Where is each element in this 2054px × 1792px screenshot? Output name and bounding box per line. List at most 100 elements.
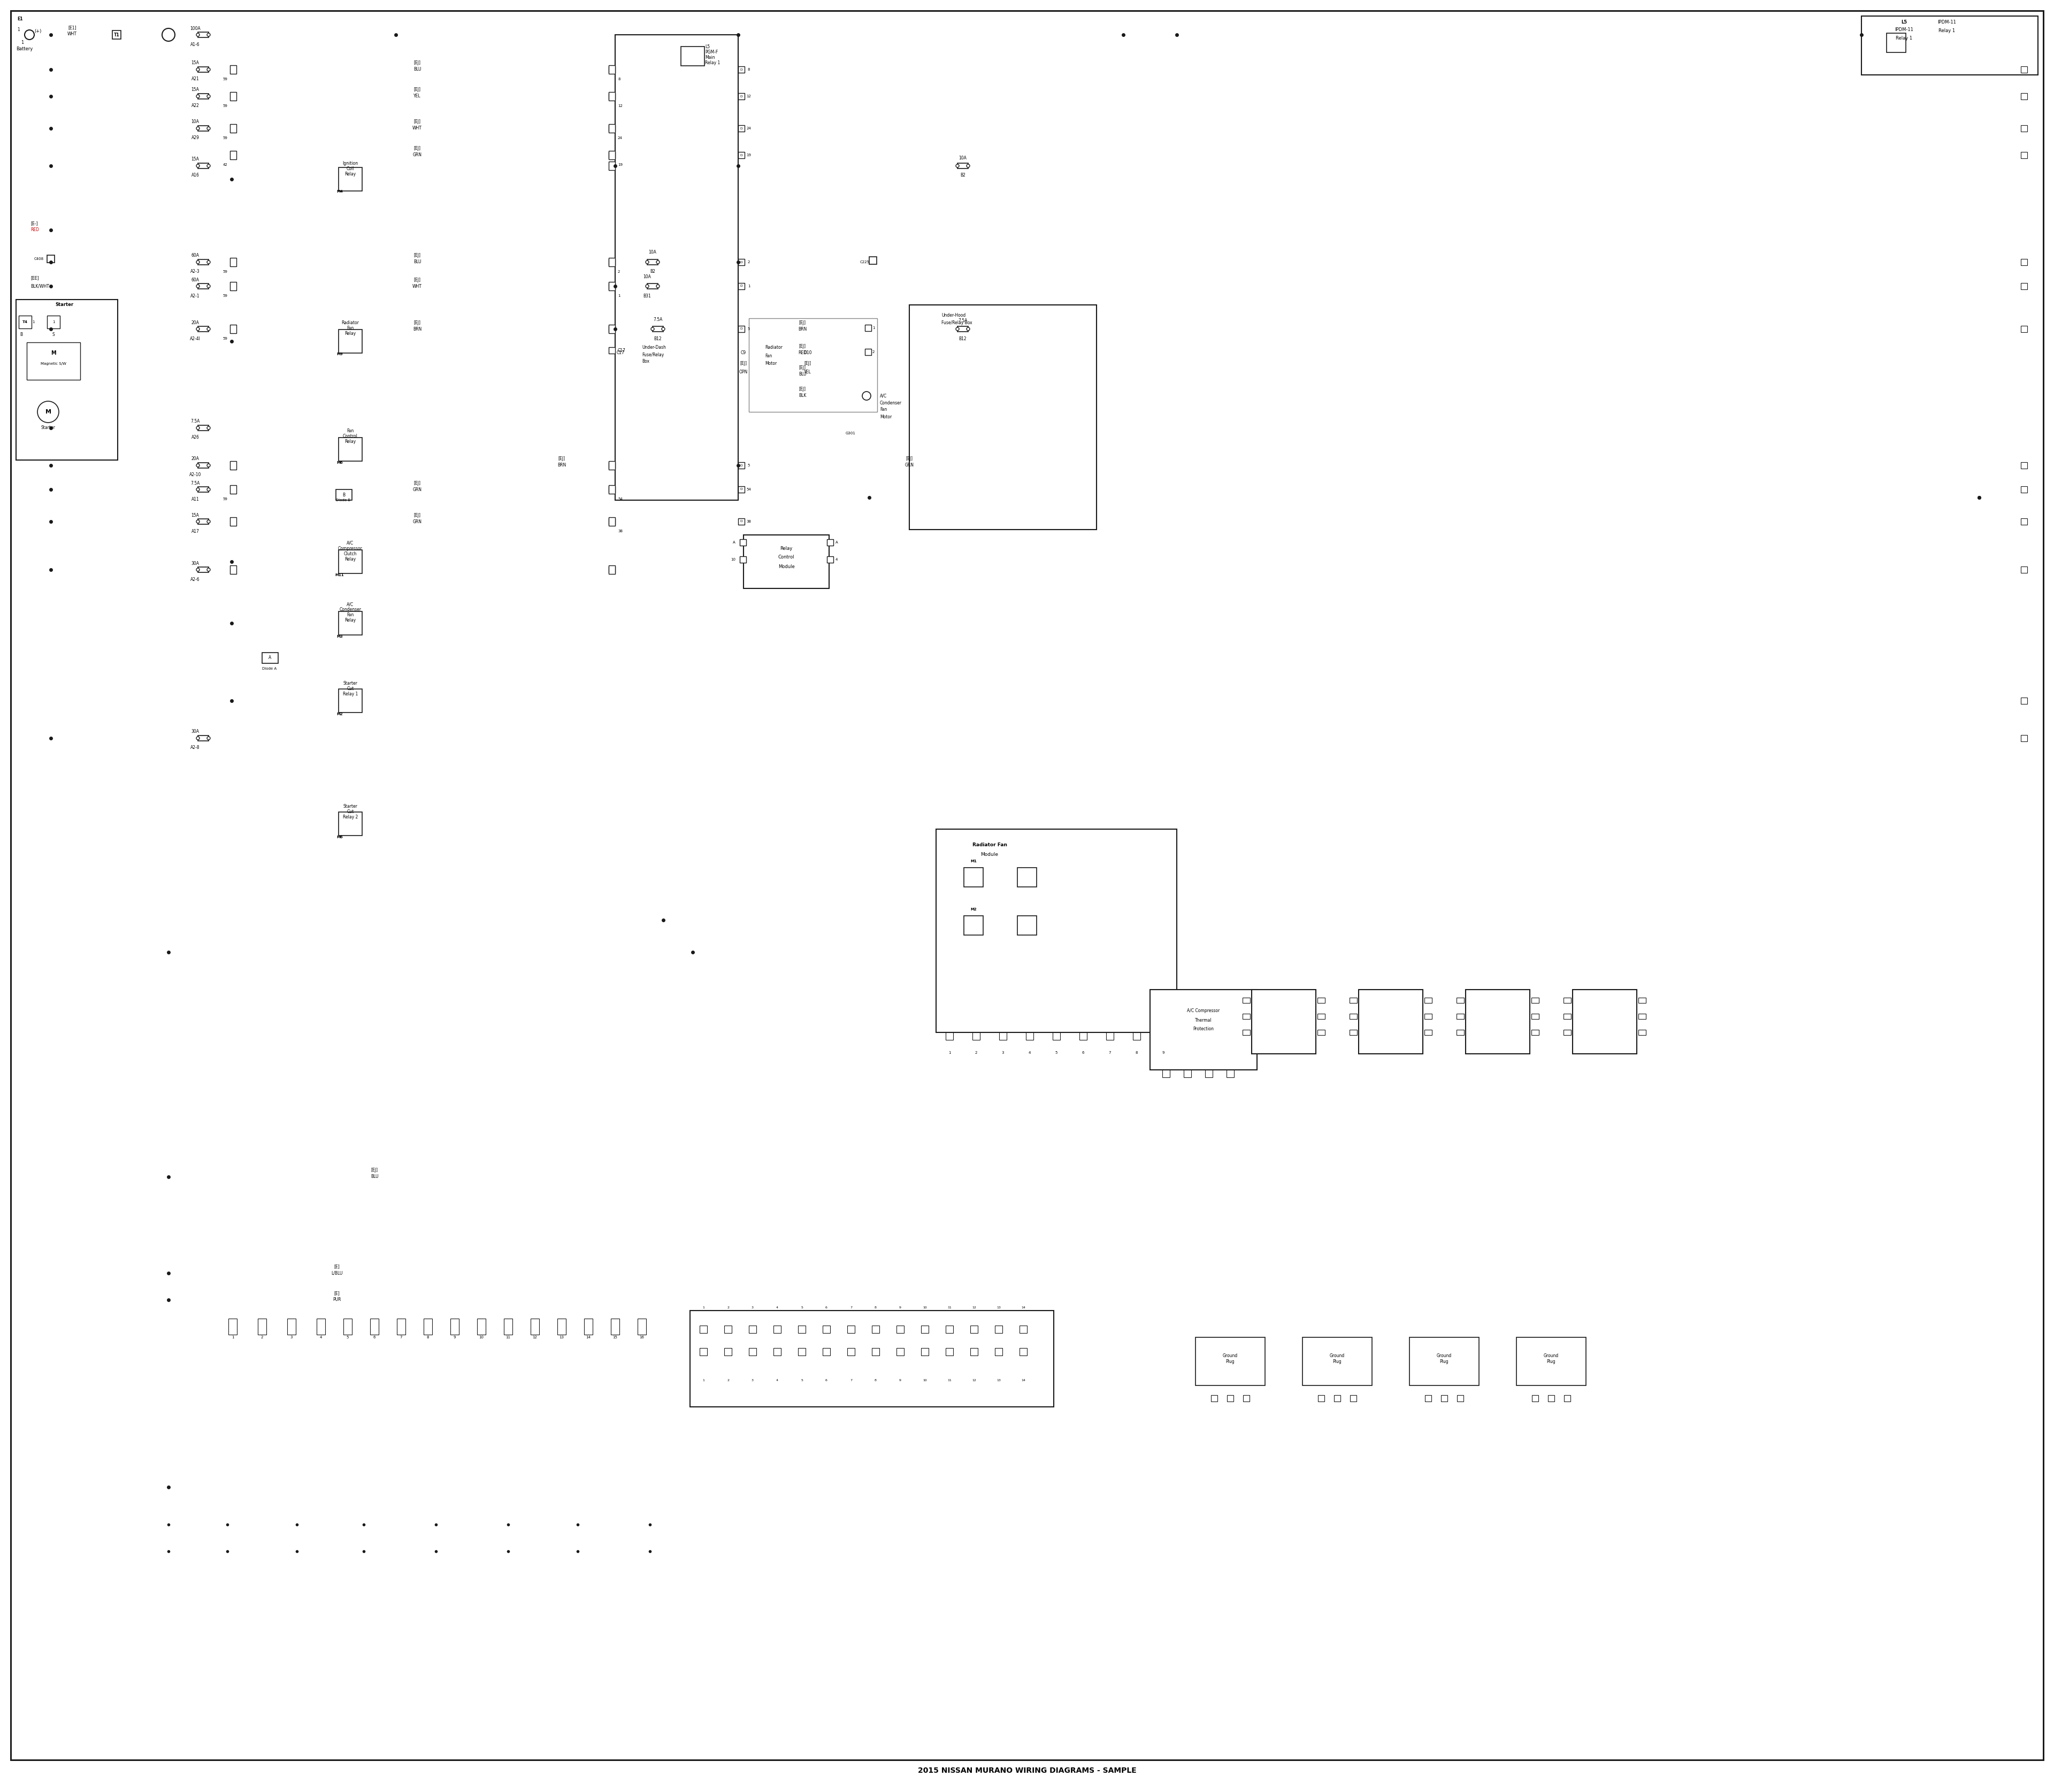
Bar: [737, 326, 744, 332]
Bar: [2021, 66, 2027, 73]
Bar: [1467, 989, 1530, 1054]
Bar: [750, 1348, 756, 1355]
Circle shape: [207, 165, 210, 167]
Bar: [16, 299, 117, 461]
Circle shape: [955, 328, 959, 330]
Text: 19: 19: [618, 163, 622, 167]
Bar: [2021, 326, 2027, 332]
Bar: [1425, 1396, 1432, 1401]
Bar: [937, 830, 1177, 1032]
Text: Fuse/Relay Box: Fuse/Relay Box: [941, 321, 972, 324]
Text: S: S: [51, 332, 55, 337]
Text: Fan: Fan: [347, 428, 353, 434]
Text: M2: M2: [337, 713, 343, 715]
Circle shape: [207, 95, 210, 99]
Text: Cut: Cut: [347, 810, 353, 814]
Text: [E-]: [E-]: [31, 220, 37, 226]
Text: 30A: 30A: [191, 729, 199, 735]
Text: A/C: A/C: [347, 602, 353, 607]
Text: RED: RED: [31, 228, 39, 233]
Bar: [557, 1319, 567, 1335]
Text: 9: 9: [454, 1335, 456, 1339]
Bar: [737, 93, 744, 100]
Text: A1-6: A1-6: [191, 41, 199, 47]
Text: 5: 5: [347, 1335, 349, 1339]
Text: M: M: [45, 409, 51, 414]
Text: PUR: PUR: [333, 1297, 341, 1303]
Bar: [700, 1348, 707, 1355]
Bar: [608, 66, 614, 73]
Text: B2: B2: [959, 172, 965, 177]
Bar: [896, 1348, 904, 1355]
Circle shape: [197, 68, 199, 72]
Circle shape: [207, 68, 210, 72]
Bar: [608, 258, 614, 265]
Bar: [339, 550, 362, 573]
Text: Motor: Motor: [764, 362, 776, 366]
Text: 1: 1: [618, 294, 620, 297]
Bar: [1080, 1032, 1087, 1039]
Text: [EJ]: [EJ]: [413, 147, 421, 151]
Text: 3: 3: [752, 1306, 754, 1310]
Bar: [608, 125, 614, 131]
Bar: [608, 151, 614, 159]
Text: M9: M9: [337, 353, 343, 357]
Circle shape: [207, 426, 210, 430]
Text: C9: C9: [741, 351, 746, 355]
Bar: [608, 283, 614, 289]
Bar: [739, 539, 746, 545]
Bar: [1163, 1070, 1171, 1077]
Circle shape: [197, 285, 199, 289]
Text: E1: E1: [16, 16, 23, 22]
Text: A21: A21: [191, 77, 199, 82]
Text: BLU: BLU: [799, 373, 807, 376]
Text: Starter: Starter: [343, 681, 357, 686]
Text: WHT: WHT: [413, 283, 421, 289]
Text: [EJ]: [EJ]: [739, 362, 748, 366]
Bar: [608, 326, 614, 332]
Bar: [1317, 998, 1325, 1004]
Text: (+): (+): [35, 29, 41, 34]
Text: 59: 59: [222, 498, 228, 500]
Text: 1: 1: [949, 1052, 951, 1054]
Text: Thermal: Thermal: [1195, 1018, 1212, 1023]
Text: [EJ]: [EJ]: [413, 513, 421, 518]
Text: BRN: BRN: [413, 326, 421, 332]
Bar: [2021, 93, 2027, 100]
Bar: [682, 47, 705, 66]
Bar: [370, 1319, 378, 1335]
Text: A2-4I: A2-4I: [189, 337, 201, 340]
Text: Motor: Motor: [879, 414, 891, 419]
Text: 59: 59: [222, 77, 228, 81]
Circle shape: [207, 487, 210, 491]
Bar: [1456, 1014, 1465, 1020]
Text: Fuse/Relay: Fuse/Relay: [641, 353, 663, 357]
Text: A/C: A/C: [879, 394, 887, 398]
Circle shape: [162, 29, 175, 41]
Bar: [2021, 283, 2027, 289]
Text: RED: RED: [799, 351, 807, 355]
Bar: [18, 315, 31, 328]
Text: B: B: [21, 332, 23, 337]
Text: 8: 8: [875, 1306, 877, 1310]
Bar: [737, 258, 744, 265]
Bar: [945, 1032, 953, 1039]
Text: BLK: BLK: [799, 394, 805, 398]
Bar: [339, 812, 362, 835]
Bar: [1532, 1396, 1538, 1401]
Text: 8: 8: [748, 68, 750, 72]
Bar: [230, 486, 236, 495]
Bar: [1861, 16, 2038, 75]
Text: 20A: 20A: [191, 321, 199, 324]
Text: M3: M3: [337, 634, 343, 638]
Text: 59: 59: [222, 337, 228, 340]
Text: 10A: 10A: [649, 251, 657, 254]
Text: WHT: WHT: [413, 125, 421, 131]
Bar: [339, 167, 362, 192]
Bar: [197, 425, 210, 430]
Bar: [608, 65, 614, 73]
Bar: [197, 520, 210, 525]
Bar: [477, 1319, 485, 1335]
Bar: [2021, 125, 2027, 131]
Text: 59: 59: [222, 294, 228, 297]
